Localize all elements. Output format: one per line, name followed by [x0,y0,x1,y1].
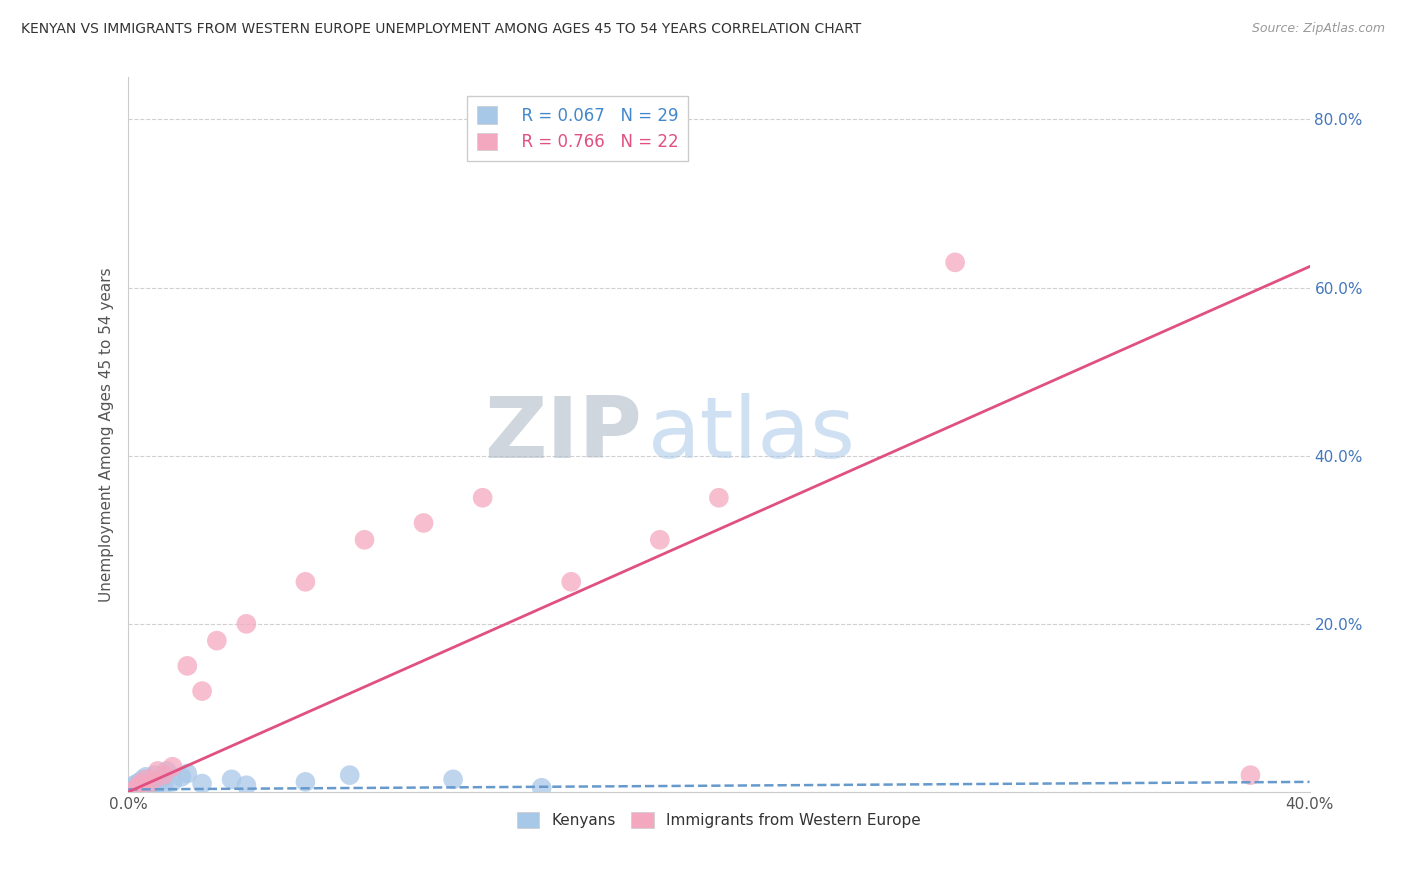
Point [176,766,198,780]
Point [141,775,163,789]
Point [441,772,464,787]
Point [129,776,152,790]
Point [560,574,582,589]
Point [135,782,157,797]
Point [471,491,494,505]
Point [120,782,142,797]
Point [205,633,228,648]
Point [129,775,152,789]
Point [707,491,730,505]
Text: atlas: atlas [648,393,856,476]
Point [127,780,149,795]
Point [294,775,316,789]
Point [138,778,160,792]
Point [152,768,174,782]
Y-axis label: Unemployment Among Ages 45 to 54 years: Unemployment Among Ages 45 to 54 years [100,268,114,602]
Point [132,780,155,794]
Point [235,778,257,792]
Point [146,776,169,790]
Text: KENYAN VS IMMIGRANTS FROM WESTERN EUROPE UNEMPLOYMENT AMONG AGES 45 TO 54 YEARS : KENYAN VS IMMIGRANTS FROM WESTERN EUROPE… [21,22,862,37]
Point [135,772,157,787]
Point [117,785,139,799]
Point [132,772,155,787]
Point [648,533,671,547]
Point [162,775,184,789]
Point [149,772,172,787]
Point [156,764,179,778]
Point [132,778,155,792]
Point [1239,768,1261,782]
Point [170,770,193,784]
Point [129,781,152,796]
Point [294,574,316,589]
Point [191,776,214,790]
Legend: Kenyans, Immigrants from Western Europe: Kenyans, Immigrants from Western Europe [510,806,928,834]
Point [135,770,157,784]
Point [152,778,174,792]
Point [122,778,145,792]
Point [141,780,163,795]
Text: ZIP: ZIP [484,393,643,476]
Point [235,616,257,631]
Point [146,764,169,778]
Point [127,776,149,790]
Point [339,768,361,782]
Point [353,533,375,547]
Point [530,780,553,795]
Point [127,780,149,795]
Point [191,684,214,698]
Point [143,768,166,782]
Point [221,772,243,787]
Point [176,658,198,673]
Text: Source: ZipAtlas.com: Source: ZipAtlas.com [1251,22,1385,36]
Point [122,783,145,797]
Point [412,516,434,530]
Point [943,255,966,269]
Point [162,760,184,774]
Point [117,785,139,799]
